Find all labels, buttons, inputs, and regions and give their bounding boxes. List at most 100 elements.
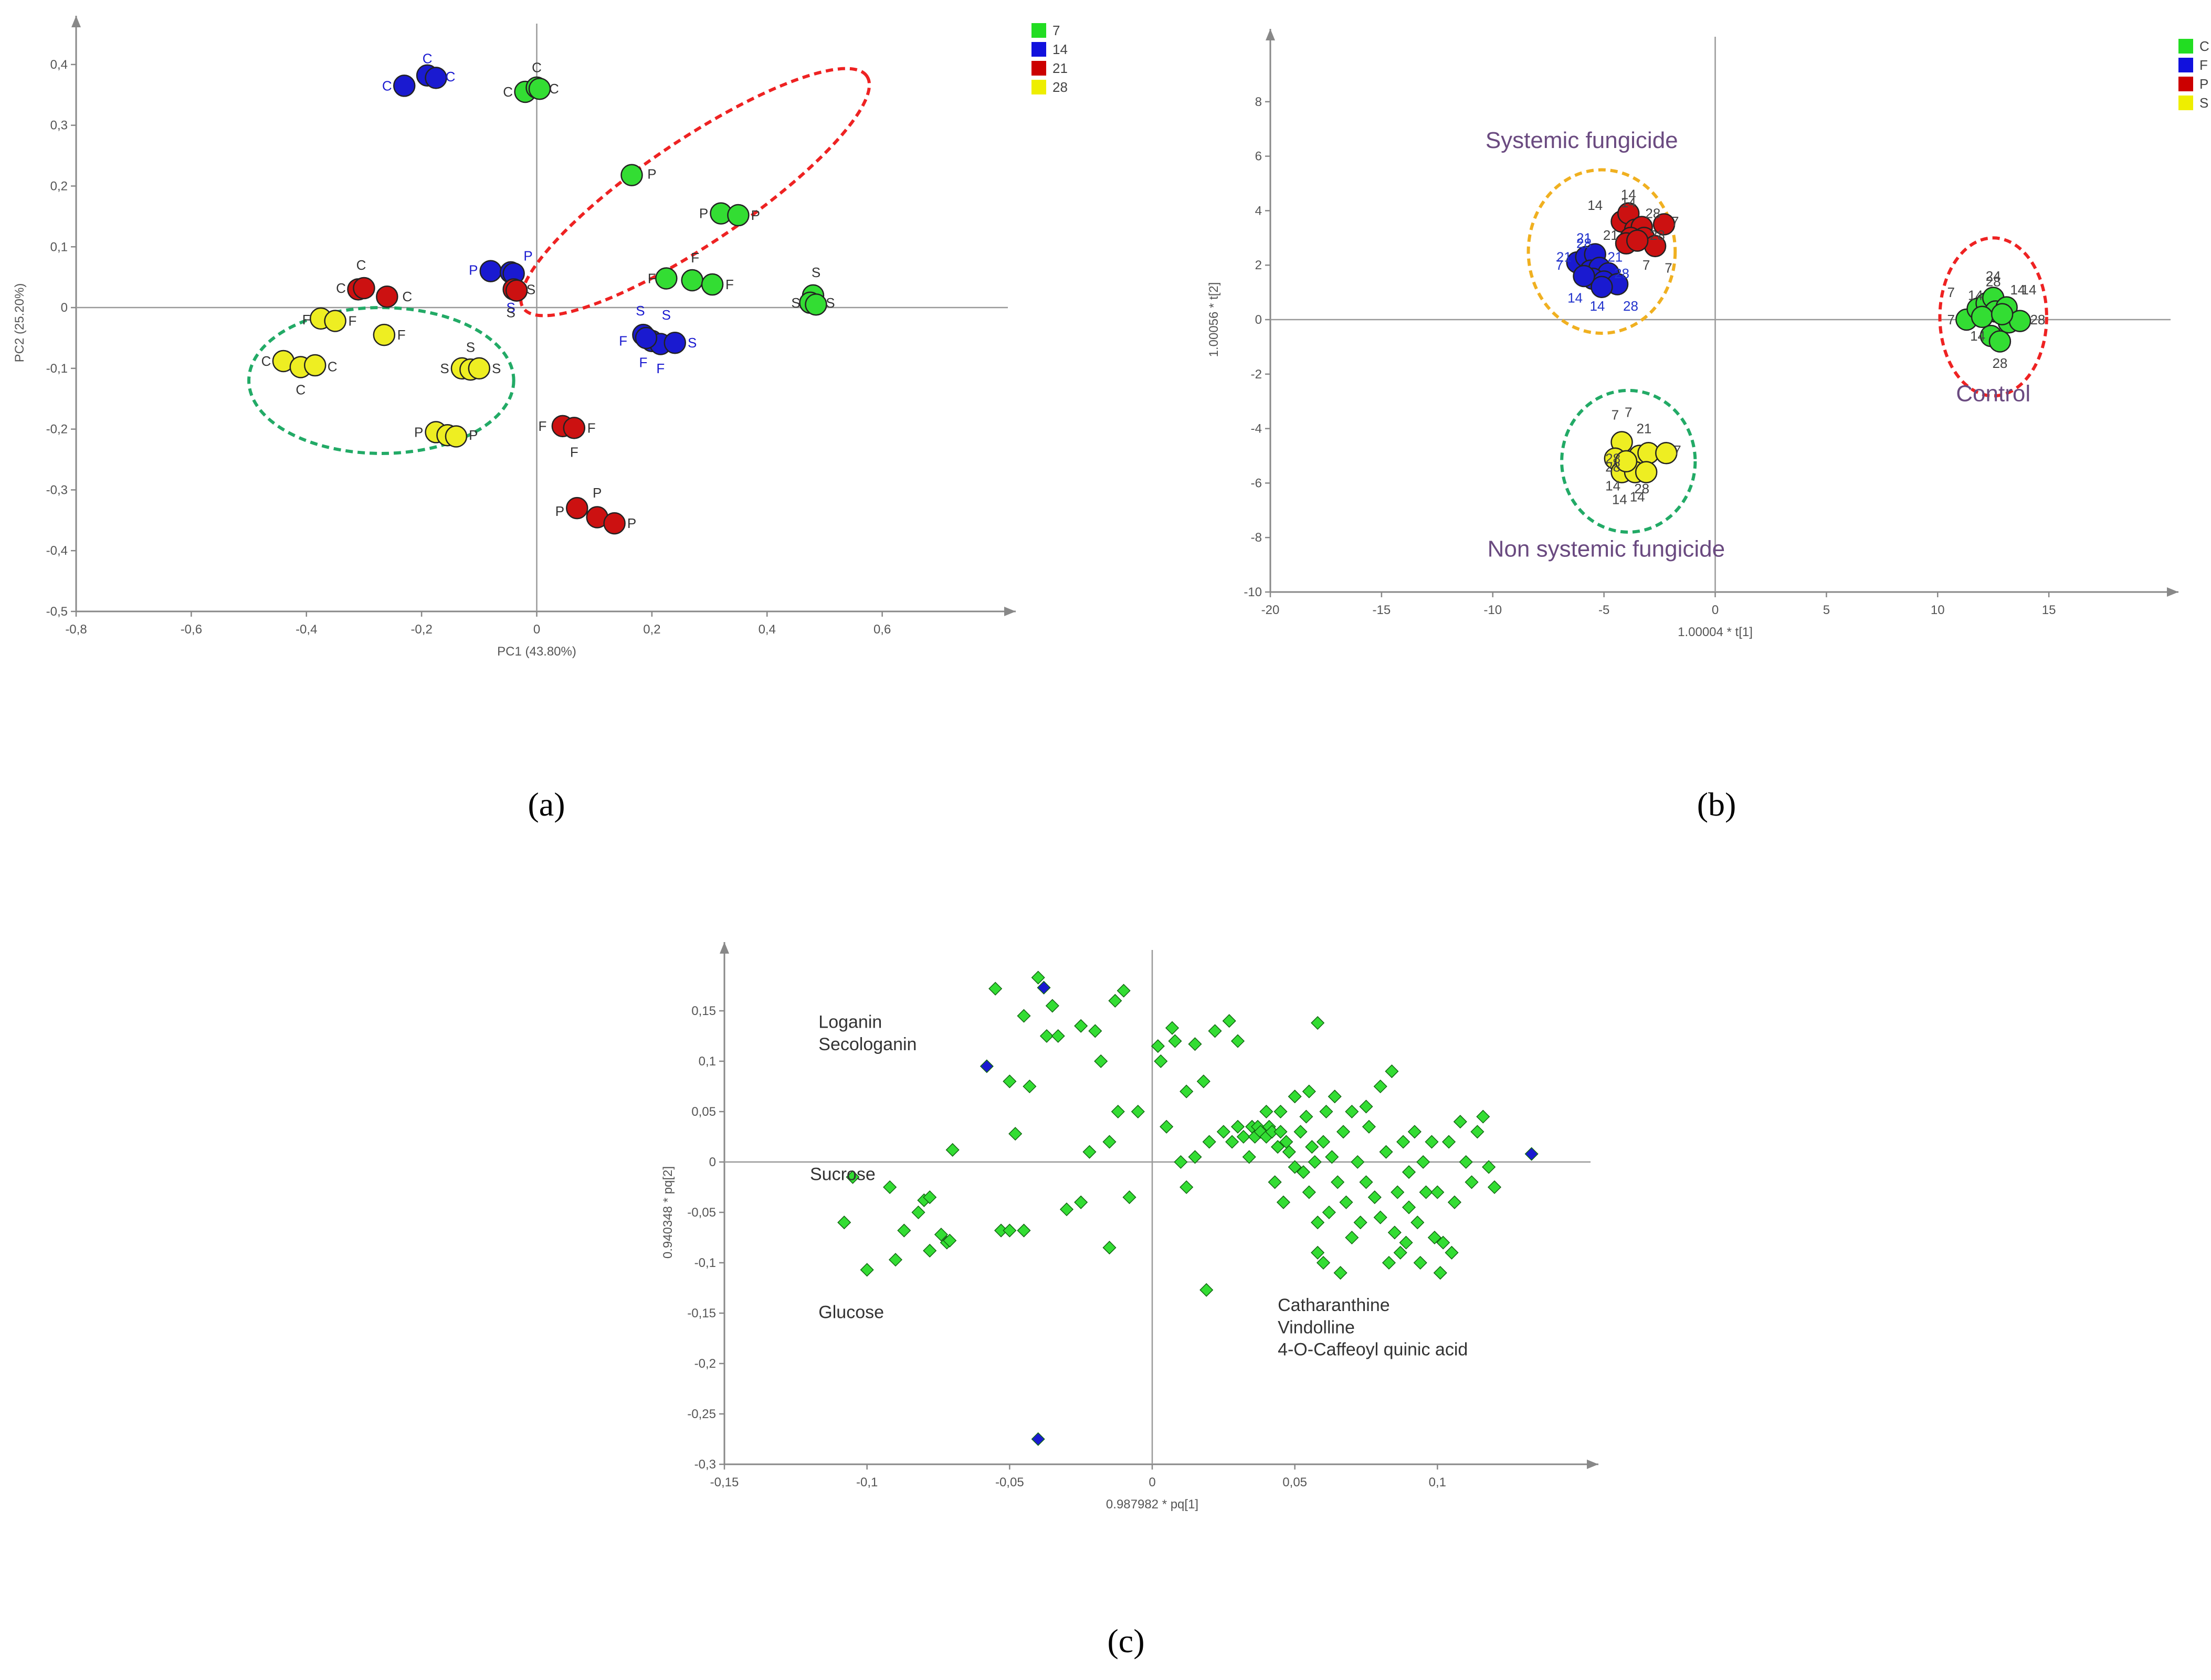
data-point-variables <box>988 981 1003 996</box>
data-point-variables <box>1299 1110 1313 1124</box>
data-point-variables <box>1160 1119 1174 1134</box>
data-point-variables <box>1393 1245 1407 1260</box>
data-point-variables <box>1196 1074 1210 1089</box>
x-axis-arrowhead <box>1004 607 1016 616</box>
point-label: C <box>402 289 412 304</box>
data-point-variables <box>1208 1024 1222 1038</box>
data-point-variables <box>1122 1190 1136 1204</box>
x-tick-label: 0,1 <box>1429 1475 1446 1489</box>
legend-swatch <box>2178 39 2193 54</box>
point-label: 7 <box>1556 257 1563 273</box>
x-tick-label: 0,2 <box>643 622 660 637</box>
data-point-variables <box>1465 1175 1479 1189</box>
y-tick-label: 6 <box>1255 150 1262 164</box>
data-point-highlighted <box>1031 1432 1045 1446</box>
y-tick-label: -8 <box>1251 531 1262 545</box>
data-point-variables <box>1402 1200 1416 1214</box>
point-label: C <box>296 382 306 397</box>
x-tick-label: 10 <box>1931 603 1945 617</box>
y-tick-label: -2 <box>1251 367 1262 382</box>
point-label: 7 <box>1665 260 1672 276</box>
point-label: F <box>619 333 627 349</box>
x-tick-label: 5 <box>1823 603 1830 617</box>
point-label: P <box>469 427 478 443</box>
data-point-variables <box>1082 1145 1097 1159</box>
data-point-variables <box>1180 1180 1194 1195</box>
point-label: 28 <box>1986 273 2001 289</box>
data-point-21 <box>566 496 588 520</box>
data-point-variables <box>1487 1180 1502 1195</box>
y-axis-label: 1.00056 * t[2] <box>1207 282 1221 357</box>
point-label: F <box>539 418 547 434</box>
data-point-28 <box>445 425 468 448</box>
point-label: 28 <box>1992 355 2007 371</box>
data-point-28 <box>324 310 346 332</box>
y-tick-label: 0,3 <box>50 119 68 133</box>
data-point-7 <box>805 293 827 316</box>
data-point-variables <box>1051 1029 1065 1043</box>
data-point-variables <box>1391 1185 1405 1199</box>
point-label: 21 <box>1603 227 1618 243</box>
point-label: 28 <box>2030 312 2045 327</box>
data-point-variables <box>1339 1195 1353 1209</box>
point-label: P <box>469 262 478 278</box>
legend-swatch <box>1031 80 1046 94</box>
point-label: 28 <box>1605 451 1620 467</box>
data-point-variables <box>923 1243 937 1258</box>
point-label: 14 <box>2010 282 2025 298</box>
legend-swatch <box>2178 96 2193 110</box>
data-point-variables <box>1188 1150 1202 1164</box>
point-label: 21 <box>1636 421 1651 437</box>
data-point-21 <box>563 417 586 439</box>
data-point-variables <box>1345 1230 1359 1245</box>
x-tick-label: 0 <box>533 622 540 637</box>
y-tick-label: -0,2 <box>46 422 68 437</box>
point-label: S <box>636 303 645 319</box>
data-point-variables <box>1074 1195 1088 1209</box>
data-point-variables <box>1199 1283 1214 1297</box>
x-tick-label: 0 <box>1149 1475 1155 1489</box>
annotation-label: 4-O-Caffeoyl quinic acid <box>1278 1340 1468 1360</box>
data-point-variables <box>1385 1064 1399 1079</box>
data-point-variables <box>1288 1160 1302 1174</box>
point-label: C <box>336 280 346 296</box>
y-tick-label: -0,1 <box>46 362 68 376</box>
data-point-variables <box>1336 1125 1351 1139</box>
x-tick-label: -0,8 <box>65 622 87 637</box>
data-point-21 <box>353 277 375 300</box>
data-point-variables <box>1088 1024 1102 1038</box>
data-point-variables <box>1236 1129 1250 1144</box>
point-label: F <box>648 270 656 286</box>
point-label: 14 <box>1621 195 1636 210</box>
data-point-variables <box>1131 1104 1145 1119</box>
point-label: P <box>751 207 760 223</box>
data-point-variables <box>1351 1155 1365 1169</box>
data-point-14 <box>479 260 502 282</box>
annotation-label: Catharanthine <box>1278 1295 1390 1315</box>
x-tick-label: 0 <box>1712 603 1719 617</box>
data-point-highlighted <box>1524 1147 1539 1161</box>
data-point-variables <box>1216 1125 1230 1139</box>
data-point-variables <box>1188 1037 1202 1051</box>
point-label: P <box>647 166 656 182</box>
point-label: S <box>506 300 515 315</box>
point-label: S <box>492 361 501 376</box>
y-tick-label: -0,3 <box>46 483 68 497</box>
point-label: S <box>506 304 515 320</box>
y-tick-label: -0,1 <box>694 1256 716 1270</box>
data-point-14 <box>635 326 658 350</box>
data-point-S <box>1635 461 1658 483</box>
legend-label: S <box>2199 95 2208 111</box>
data-point-variables <box>1399 1235 1413 1250</box>
data-point-variables <box>1017 1009 1031 1023</box>
point-label: 28 <box>1645 206 1660 221</box>
data-point-variables <box>1311 1016 1325 1030</box>
legend-label: C <box>2199 38 2209 54</box>
data-point-variables <box>1202 1135 1216 1149</box>
point-label: 14 <box>1612 492 1627 508</box>
point-label: C <box>503 84 513 100</box>
data-point-variables <box>1045 999 1059 1013</box>
point-label: S <box>662 307 671 323</box>
point-label: S <box>826 295 835 311</box>
y-tick-label: -4 <box>1251 422 1262 436</box>
